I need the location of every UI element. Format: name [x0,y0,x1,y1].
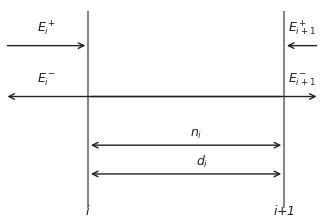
Text: $E_i^+$: $E_i^+$ [37,18,56,37]
Text: $d_i$: $d_i$ [196,153,208,170]
Text: $E_i^-$: $E_i^-$ [37,71,56,88]
Text: $i$+1: $i$+1 [273,204,295,218]
Text: $E_{i+1}^-$: $E_{i+1}^-$ [288,71,316,88]
Text: $E_{i+1}^+$: $E_{i+1}^+$ [288,18,316,37]
Text: $i$: $i$ [86,204,91,218]
Text: $n_i$: $n_i$ [190,128,202,141]
